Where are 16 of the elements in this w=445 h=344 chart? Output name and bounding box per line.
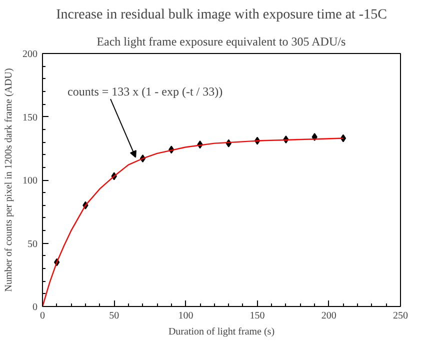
- y-tick-label: 100: [22, 176, 38, 186]
- x-axis-title: Duration of light frame (s): [168, 326, 275, 338]
- chart-subtitle: Each light frame exposure equivalent to 305 ADU/s: [96, 34, 346, 48]
- y-tick-label: 0: [32, 302, 38, 313]
- y-tick-label: 50: [28, 238, 38, 250]
- x-tick-label: 250: [393, 310, 408, 322]
- annotation: counts = 133 x (1 - exp (-t / 33)): [68, 84, 223, 98]
- x-tick-label: 50: [109, 310, 120, 322]
- x-tick-label: 200: [321, 310, 336, 322]
- y-axis-title: Number of counts per pixel in 1200s dark frame (ADU): [4, 68, 14, 292]
- chart-title: Increase in residual bulk image with exposure time at -15C: [56, 8, 387, 22]
- x-tick-label: 100: [178, 310, 194, 322]
- x-tick-label: 0: [40, 310, 45, 322]
- y-tick-label: 150: [22, 112, 38, 124]
- x-tick-label: 150: [250, 310, 265, 322]
- y-tick-label: 200: [22, 49, 38, 60]
